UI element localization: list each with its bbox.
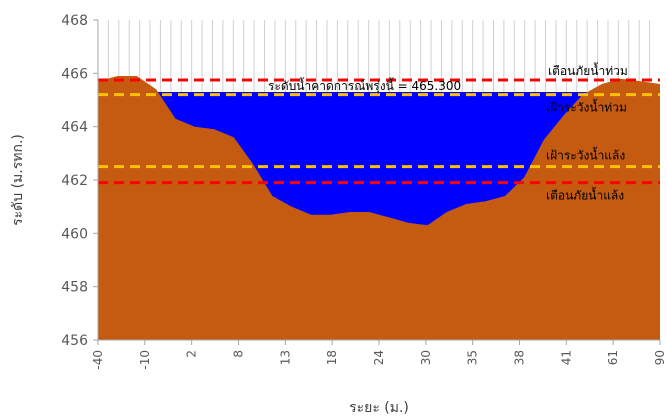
y-tick-label: 464 [61, 120, 88, 136]
x-tick-label: -40 [91, 350, 105, 370]
x-tick-label: 61 [606, 350, 620, 365]
x-tick-label: 2 [185, 350, 199, 358]
y-tick-label: 462 [61, 173, 88, 189]
y-tick-label: 466 [61, 66, 88, 82]
axes: 456 458 460 462 464 466 468 -40 -10 2 8 13 18 24 30 35 3… [61, 13, 667, 370]
x-tick-label: 30 [419, 350, 433, 365]
x-tick-label: 35 [466, 350, 480, 365]
x-axis-title: ระยะ (ม.) [349, 400, 409, 416]
y-tick-label: 460 [61, 226, 88, 242]
x-tick-label: 13 [278, 350, 292, 365]
ground-series [98, 76, 660, 340]
reference-line-label: เฝ้าระวังน้ำท่วม [546, 99, 627, 115]
reference-line-label: เฝ้าระวังน้ำแล้ง [546, 147, 625, 163]
annotation-labels: เตือนภัยน้ำท่วมเฝ้าระวังน้ำท่วมเฝ้าระวัง… [268, 62, 628, 203]
y-tick-label: 456 [61, 333, 88, 349]
y-tick-label: 468 [61, 13, 88, 29]
ground-area [98, 76, 660, 340]
reference-line-label: เตือนภัยน้ำแล้ง [546, 187, 624, 203]
reference-lines [98, 78, 660, 185]
y-axis-title: ระดับ (ม.รทก.) [10, 134, 26, 226]
x-tick-label: 8 [232, 350, 246, 358]
x-tick-label: 24 [372, 350, 386, 365]
y-tick-label: 458 [61, 280, 88, 296]
x-tick-label: 90 [653, 350, 667, 365]
x-tick-label: 18 [325, 350, 339, 365]
reference-line-label: เตือนภัยน้ำท่วม [548, 62, 628, 78]
forecast-annotation: ระดับน้ำคาดการณ์พรุ่งนี้ = 465.300 [268, 77, 461, 94]
x-tick-label: 38 [513, 350, 527, 365]
x-tick-label: 41 [559, 350, 573, 365]
x-tick-label: -10 [138, 350, 152, 370]
